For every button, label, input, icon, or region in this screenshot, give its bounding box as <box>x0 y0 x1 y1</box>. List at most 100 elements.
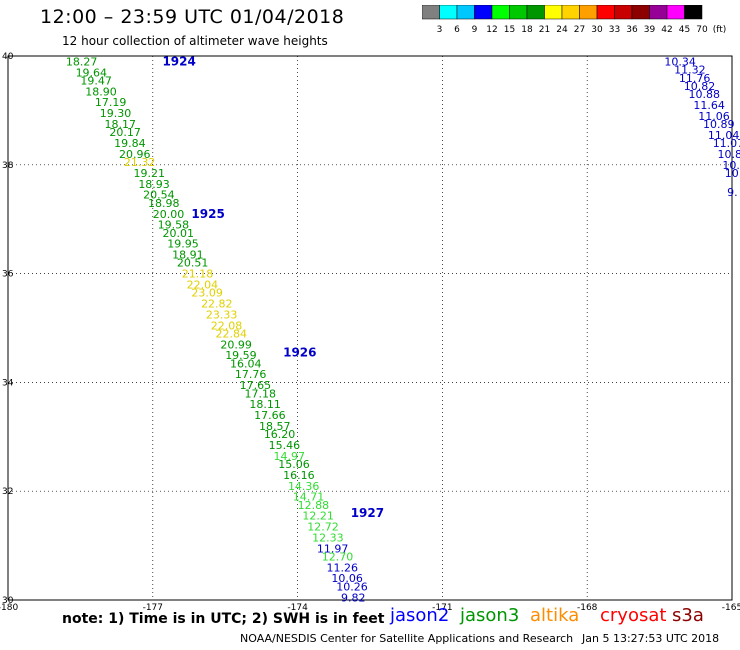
y-tick-label: 38 <box>2 161 14 171</box>
y-tick-label: 30 <box>2 596 14 606</box>
colorbar-label: 42 <box>661 25 672 35</box>
colorbar-label: 33 <box>609 25 620 35</box>
wave-height-value: 11.04 <box>708 129 740 142</box>
wave-height-value: 11.07 <box>713 137 740 150</box>
wave-height-value: 17.18 <box>245 387 276 400</box>
track-label: 1924 <box>162 54 195 68</box>
legend-jason3: jason3 <box>460 605 520 626</box>
wave-height-value: 18.90 <box>85 85 117 98</box>
wave-height-value: 11.76 <box>679 72 711 85</box>
colorbar-label: 36 <box>626 25 638 35</box>
wave-height-value: 21.32 <box>124 156 156 169</box>
wave-height-value: 10.3 <box>722 159 740 172</box>
wave-height-value: 14.71 <box>293 491 325 504</box>
wave-height-value: 19.47 <box>80 74 112 87</box>
wave-height-value: 11.64 <box>693 99 725 112</box>
wave-height-value: 12.88 <box>298 499 330 512</box>
x-tick-label: -165 <box>722 603 740 610</box>
wave-height-value: 22.04 <box>187 278 219 291</box>
colorbar-swatch <box>684 5 703 20</box>
wave-height-value: 11.26 <box>327 561 359 574</box>
wave-height-value: 11.06 <box>698 110 730 123</box>
wave-height-value: 10.06 <box>331 572 363 585</box>
wave-height-value: 20.51 <box>177 257 209 270</box>
colorbar-label: 70 <box>696 25 708 35</box>
wave-height-value: 12.33 <box>312 531 344 544</box>
wave-height-value: 10.82 <box>684 80 716 93</box>
wave-height-value: 11.97 <box>317 542 349 555</box>
wave-height-value: 17.66 <box>254 409 286 422</box>
wave-height-value: 19.64 <box>76 66 108 79</box>
wave-height-value: 10.8 <box>718 148 740 161</box>
track-label: 1925 <box>191 207 224 221</box>
wave-height-value: 10.26 <box>336 580 368 593</box>
wave-height-value: 10.89 <box>703 118 735 131</box>
x-tick-label: -171 <box>432 603 452 610</box>
page-subtitle: 12 hour collection of altimeter wave hei… <box>62 34 328 48</box>
wave-height-value: 22.84 <box>216 327 248 340</box>
wave-height-value: 19.59 <box>225 349 257 362</box>
wave-height-value: 11.32 <box>674 64 706 77</box>
wave-height-value: 10.34 <box>664 55 696 68</box>
colorbar-label: 18 <box>521 25 533 35</box>
wave-height-value: 18.57 <box>259 420 291 433</box>
colorbar-label: 21 <box>539 25 550 35</box>
wave-height-value: 19.30 <box>100 107 132 120</box>
wave-height-value: 16.04 <box>230 357 262 370</box>
page-title: 12:00 – 23:59 UTC 01/04/2018 <box>40 6 345 28</box>
colorbar-label: 30 <box>591 25 603 35</box>
wave-height-value: 23.09 <box>191 287 223 300</box>
y-tick-label: 36 <box>2 270 14 280</box>
colorbar-label: 3 <box>437 25 443 35</box>
wave-height-value: 14.36 <box>288 480 320 493</box>
wave-height-value: 9. <box>727 186 738 199</box>
wave-height-value: 20.00 <box>153 208 185 221</box>
track-label: 1926 <box>283 345 316 359</box>
colorbar: 3 6 9 12 15 18 21 24 27 30 33 36 39 42 45 70 (ft) <box>422 5 727 35</box>
x-tick-label: -177 <box>143 603 163 610</box>
footer-note: note: 1) Time is in UTC; 2) SWH is in fe… <box>62 611 385 627</box>
wave-height-value: 20.17 <box>109 126 141 139</box>
wave-height-value: 22.08 <box>211 319 243 332</box>
colorbar-label: 15 <box>504 25 515 35</box>
colorbar-label: (ft) <box>713 25 727 35</box>
x-tick-label: -174 <box>287 603 308 610</box>
wave-height-value: 18.17 <box>105 118 136 131</box>
colorbar-label: 45 <box>679 25 690 35</box>
colorbar-label: 6 <box>454 25 460 35</box>
wave-height-map: -180 -177 -174 -171 -168 -165 40 38 36 34 32 30 18.2… <box>0 52 740 610</box>
y-tick-label: 32 <box>2 487 13 497</box>
wave-height-value: 18.11 <box>249 398 280 411</box>
wave-height-value: 20.99 <box>220 338 252 351</box>
legend-jason2: jason2 <box>390 605 450 626</box>
footer-timestamp: Jan 5 13:27:53 UTC 2018 <box>582 632 720 645</box>
legend-altika: altika <box>530 605 580 626</box>
colorbar-label: 24 <box>556 25 568 35</box>
wave-height-value: 19.58 <box>158 219 190 232</box>
track-label: 1927 <box>351 506 384 520</box>
wave-height-value: 20.96 <box>119 148 151 161</box>
colorbar-label: 39 <box>644 25 656 35</box>
wave-height-value: 18.93 <box>138 178 170 191</box>
wave-height-value: 12.70 <box>322 550 354 563</box>
wave-height-value: 18.98 <box>148 197 180 210</box>
wave-height-value: 20.54 <box>143 189 175 202</box>
wave-height-value: 15.06 <box>278 458 310 471</box>
wave-height-value: 9.82 <box>341 591 366 604</box>
legend-cryosat: cryosat <box>600 605 667 626</box>
wave-height-value: 17.76 <box>235 368 267 381</box>
wave-height-value: 18.91 <box>172 249 204 262</box>
wave-height-value: 19.21 <box>133 167 165 180</box>
x-tick-label: -168 <box>577 603 598 610</box>
wave-height-value: 21.18 <box>182 268 214 281</box>
wave-height-value: 16.16 <box>283 469 315 482</box>
y-tick-label: 34 <box>2 378 14 388</box>
colorbar-label: 9 <box>472 25 478 35</box>
wave-height-value: 12.21 <box>302 510 334 523</box>
colorbar-label: 12 <box>486 25 497 35</box>
wave-height-value: 17.65 <box>240 379 272 392</box>
wave-height-value: 14.97 <box>273 450 305 463</box>
y-tick-label: 40 <box>2 52 14 62</box>
wave-height-value: 19.95 <box>167 238 199 251</box>
wave-height-value: 16.20 <box>264 428 296 441</box>
